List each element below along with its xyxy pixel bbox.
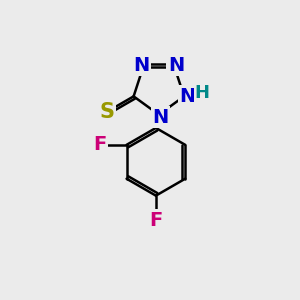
Text: N: N: [168, 56, 184, 75]
Text: F: F: [93, 135, 106, 154]
Text: H: H: [195, 84, 210, 102]
Text: S: S: [100, 102, 115, 122]
Text: N: N: [179, 87, 196, 106]
Text: N: N: [134, 56, 150, 75]
Text: N: N: [152, 107, 168, 127]
Text: F: F: [149, 211, 163, 230]
